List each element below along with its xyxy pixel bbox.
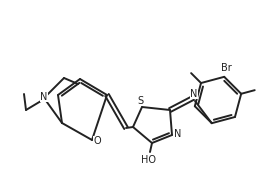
Text: N: N bbox=[174, 129, 182, 139]
Text: Br: Br bbox=[221, 63, 232, 73]
Text: HO: HO bbox=[141, 155, 155, 165]
Text: S: S bbox=[137, 96, 143, 106]
Text: N: N bbox=[190, 89, 198, 99]
Text: O: O bbox=[93, 136, 101, 146]
Text: N: N bbox=[40, 92, 48, 102]
